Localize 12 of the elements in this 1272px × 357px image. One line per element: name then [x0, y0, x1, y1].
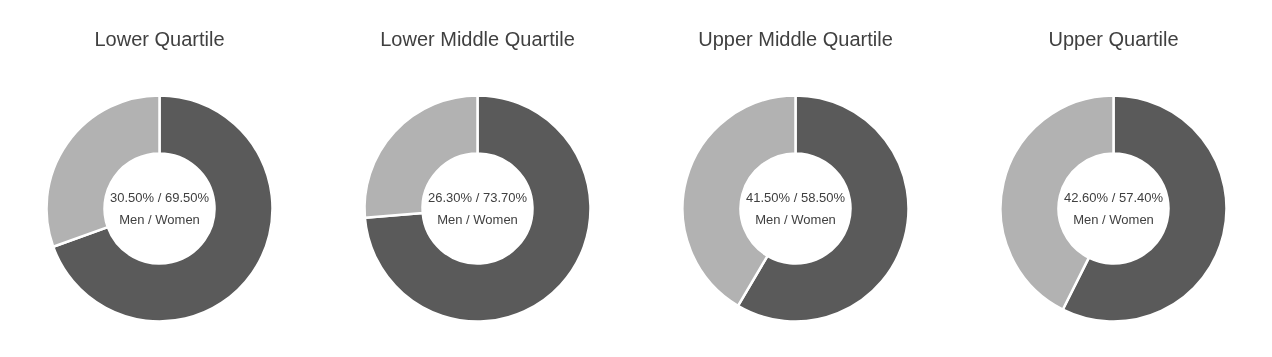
chart-title: Lower Quartile — [94, 27, 225, 50]
chart-title: Upper Quartile — [1048, 27, 1179, 50]
text: Men / Women — [1073, 212, 1154, 227]
text: Men / Women — [119, 212, 200, 227]
text: 41.50% / 58.50% — [745, 190, 846, 205]
chart-title: Upper Middle Quartile — [698, 27, 893, 50]
chart-title: Lower Middle Quartile — [380, 27, 575, 50]
text: 30.50% / 69.50% — [109, 190, 210, 205]
text: Men / Women — [437, 212, 518, 227]
text: 26.30% / 73.70% — [427, 190, 528, 205]
text: Men / Women — [755, 212, 836, 227]
text: 42.60% / 57.40% — [1063, 190, 1164, 205]
